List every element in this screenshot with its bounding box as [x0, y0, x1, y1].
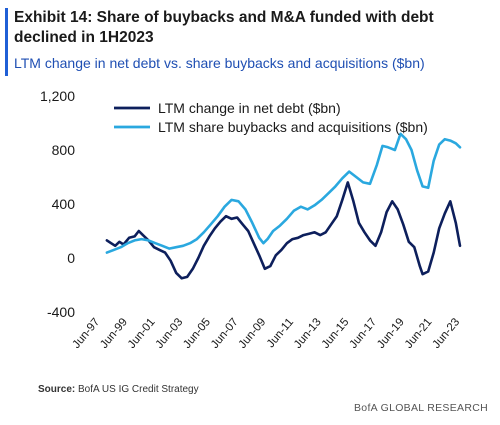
x-tick-label: Jun-19	[375, 316, 407, 351]
x-tick-label: Jun-01	[126, 316, 158, 351]
series-lines	[105, 132, 462, 280]
x-tick-label: Jun-13	[292, 316, 324, 351]
y-tick-label: 0	[67, 250, 75, 266]
x-tick-label: Jun-07	[209, 316, 241, 351]
title-accent-bar	[5, 8, 8, 76]
x-tick-label: Jun-23	[430, 316, 462, 351]
legend: LTM change in net debt ($bn) LTM share bu…	[114, 100, 428, 135]
x-tick-label: Jun-97	[70, 316, 102, 351]
x-tick-label: Jun-15	[320, 316, 352, 351]
source-text: BofA US IG Credit Strategy	[78, 384, 199, 395]
y-tick-label: 1,200	[40, 88, 75, 104]
y-tick-label: -400	[47, 304, 75, 320]
y-tick-label: 800	[52, 142, 76, 158]
legend-label: LTM share buybacks and acquisitions ($bn…	[158, 119, 428, 135]
chart-subtitle: LTM change in net debt vs. share buyback…	[14, 55, 425, 71]
x-tick-label: Jun-03	[154, 316, 186, 351]
x-tick-label: Jun-09	[237, 316, 269, 351]
source-note: Source: BofA US IG Credit Strategy	[38, 384, 199, 395]
x-tick-label: Jun-99	[98, 316, 130, 351]
series-line-buybacks	[105, 132, 462, 254]
chart-title: Exhibit 14: Share of buybacks and M&A fu…	[14, 9, 434, 46]
x-tick-label: Jun-11	[265, 316, 296, 350]
brand-label: BofA GLOBAL RESEARCH	[354, 402, 488, 414]
y-axis: -400 0 400 800 1,200	[40, 88, 75, 320]
y-tick-label: 400	[52, 196, 76, 212]
source-label: Source:	[38, 384, 76, 395]
x-tick-label: Jun-21	[403, 316, 435, 351]
legend-label: LTM change in net debt ($bn)	[158, 100, 341, 116]
series-line-net-debt	[105, 181, 462, 280]
x-tick-label: Jun-05	[181, 316, 213, 351]
x-tick-label: Jun-17	[347, 316, 379, 351]
x-axis: Jun-97Jun-99Jun-01Jun-03Jun-05Jun-07Jun-…	[70, 316, 462, 351]
